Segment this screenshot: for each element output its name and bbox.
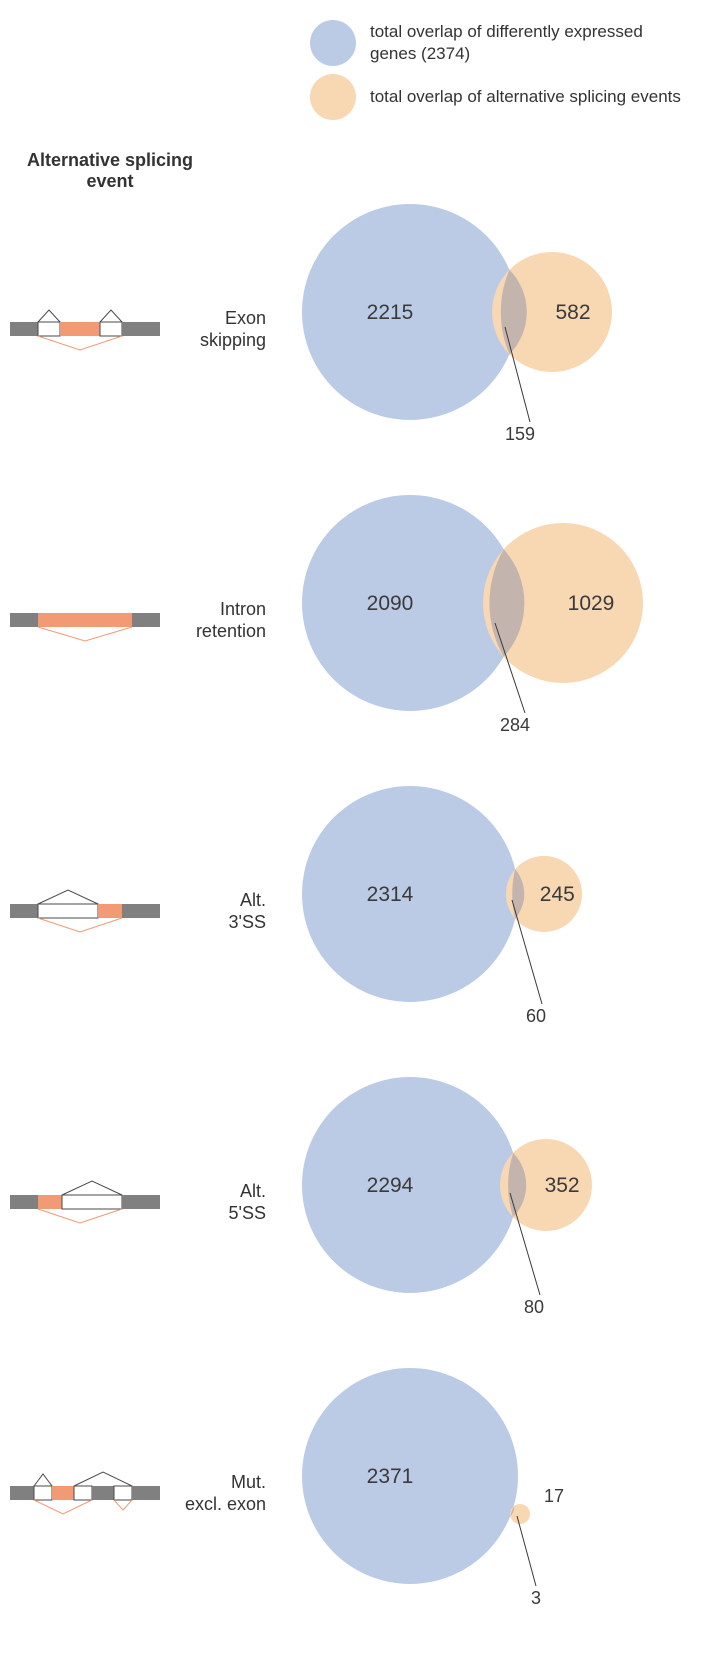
splice-diagram-icon (10, 593, 160, 648)
splice-diagram-icon (10, 884, 160, 939)
event-label: Alt.3'SS (170, 890, 280, 933)
svg-text:2090: 2090 (367, 592, 414, 615)
venn-diagram: 2090 1029 284 (280, 493, 660, 748)
svg-text:3: 3 (531, 1588, 541, 1608)
legend-swatch-blue (310, 20, 356, 66)
venn-diagram: 2215 582 159 (280, 202, 630, 457)
event-label: Alt.5'SS (170, 1181, 280, 1224)
svg-text:245: 245 (540, 883, 575, 906)
svg-text:60: 60 (526, 1006, 546, 1026)
svg-text:2371: 2371 (367, 1465, 414, 1488)
splice-diagram-icon (10, 302, 160, 357)
svg-text:80: 80 (524, 1297, 544, 1317)
column-header: Alternative splicing event (10, 150, 210, 192)
svg-text:17: 17 (544, 1486, 564, 1506)
legend-row-orange: total overlap of alternative splicing ev… (310, 74, 693, 120)
svg-text:582: 582 (555, 301, 590, 324)
svg-text:1029: 1029 (568, 592, 615, 615)
venn-row: Alt.3'SS 2314 245 60 (10, 784, 693, 1039)
venn-diagram: 2314 245 60 (280, 784, 610, 1039)
splice-diagram-icon (10, 1175, 160, 1230)
venn-diagram: 2371 17 3 (280, 1366, 590, 1621)
svg-text:352: 352 (545, 1174, 580, 1197)
legend-swatch-orange (310, 74, 356, 120)
svg-text:2314: 2314 (367, 883, 414, 906)
venn-row: Exonskipping 2215 582 159 (10, 202, 693, 457)
svg-text:159: 159 (505, 424, 535, 444)
event-label: Mut.excl. exon (170, 1472, 280, 1515)
legend-label-blue: total overlap of differently expressed g… (370, 21, 693, 65)
legend-row-blue: total overlap of differently expressed g… (310, 20, 693, 66)
venn-row: Alt.5'SS 2294 352 80 (10, 1075, 693, 1330)
svg-text:2215: 2215 (367, 301, 414, 324)
svg-text:284: 284 (500, 715, 530, 735)
event-label: Intronretention (170, 599, 280, 642)
splice-diagram-icon (10, 1466, 160, 1521)
venn-row: Intronretention 2090 1029 284 (10, 493, 693, 748)
venn-row: Mut.excl. exon 2371 17 3 (10, 1366, 693, 1621)
event-label: Exonskipping (170, 308, 280, 351)
svg-text:2294: 2294 (367, 1174, 414, 1197)
venn-diagram: 2294 352 80 (280, 1075, 620, 1330)
legend-label-orange: total overlap of alternative splicing ev… (370, 86, 681, 108)
legend: total overlap of differently expressed g… (310, 20, 693, 120)
